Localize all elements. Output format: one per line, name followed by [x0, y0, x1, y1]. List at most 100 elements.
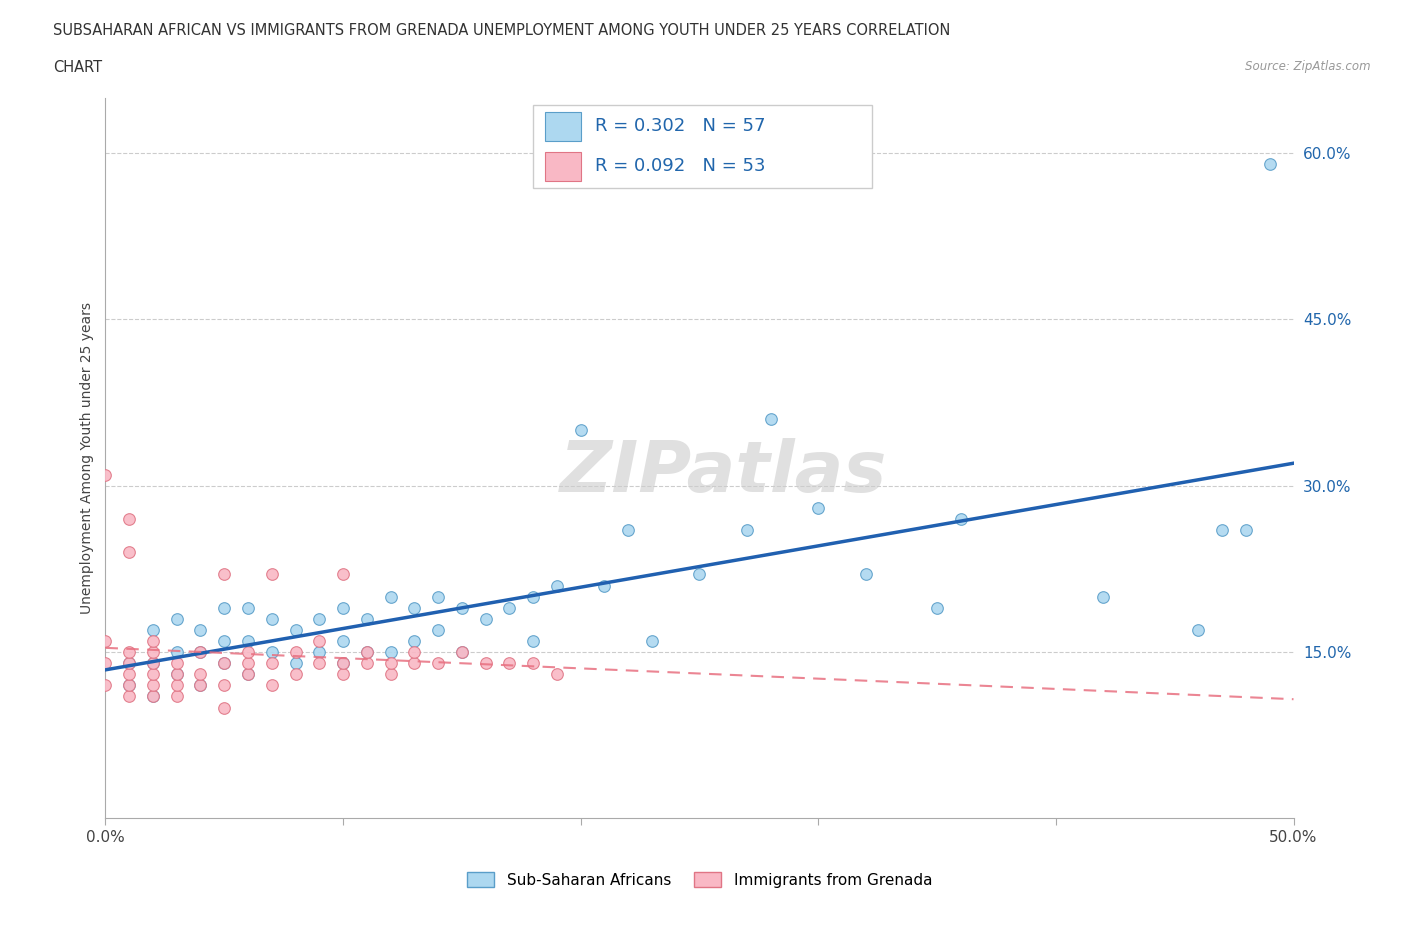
Point [94, 678, 117, 693]
Point [142, 656, 165, 671]
Point [190, 667, 212, 682]
Point [166, 667, 188, 682]
Bar [546, 152, 581, 180]
Point [450, 644, 472, 659]
Point [118, 512, 141, 526]
Point [284, 667, 307, 682]
FancyBboxPatch shape [533, 105, 872, 188]
Point [284, 656, 307, 671]
Text: SUBSAHARAN AFRICAN VS IMMIGRANTS FROM GRENADA UNEMPLOYMENT AMONG YOUTH UNDER 25 : SUBSAHARAN AFRICAN VS IMMIGRANTS FROM GR… [53, 23, 950, 38]
Point [236, 633, 259, 648]
Point [404, 644, 426, 659]
Point [166, 644, 188, 659]
Point [166, 689, 188, 704]
Point [260, 678, 283, 693]
Point [142, 622, 165, 637]
Point [166, 678, 188, 693]
Point [855, 567, 877, 582]
Point [522, 656, 544, 671]
Point [546, 667, 568, 682]
Point [308, 656, 330, 671]
Point [1187, 622, 1209, 637]
Point [356, 644, 378, 659]
Point [190, 678, 212, 693]
Point [190, 678, 212, 693]
Point [214, 678, 236, 693]
Point [759, 412, 782, 427]
Point [190, 644, 212, 659]
Point [118, 689, 141, 704]
Point [118, 678, 141, 693]
Point [474, 656, 496, 671]
Point [94, 633, 117, 648]
Point [332, 633, 354, 648]
Point [142, 667, 165, 682]
Text: R = 0.092   N = 53: R = 0.092 N = 53 [595, 157, 765, 175]
Point [236, 656, 259, 671]
Point [142, 644, 165, 659]
Point [260, 611, 283, 626]
Point [380, 667, 402, 682]
Point [1092, 590, 1115, 604]
Point [214, 700, 236, 715]
Point [356, 644, 378, 659]
Point [404, 656, 426, 671]
Point [332, 667, 354, 682]
Point [118, 644, 141, 659]
Text: Source: ZipAtlas.com: Source: ZipAtlas.com [1246, 60, 1371, 73]
Point [236, 667, 259, 682]
Point [498, 656, 520, 671]
Point [949, 512, 972, 526]
Point [214, 567, 236, 582]
Point [118, 656, 141, 671]
Point [546, 578, 568, 593]
Point [260, 567, 283, 582]
Point [94, 467, 117, 482]
Point [522, 633, 544, 648]
Point [142, 689, 165, 704]
Point [308, 633, 330, 648]
Point [427, 656, 450, 671]
Point [807, 500, 830, 515]
Point [260, 656, 283, 671]
Point [641, 633, 664, 648]
Point [474, 611, 496, 626]
Point [118, 667, 141, 682]
Point [190, 644, 212, 659]
Point [118, 656, 141, 671]
Point [142, 656, 165, 671]
Point [214, 600, 236, 615]
Point [166, 611, 188, 626]
Point [735, 523, 758, 538]
Point [332, 600, 354, 615]
Point [925, 600, 948, 615]
Text: R = 0.302   N = 57: R = 0.302 N = 57 [595, 117, 765, 136]
Point [166, 656, 188, 671]
Point [593, 578, 616, 593]
Point [236, 667, 259, 682]
Point [284, 622, 307, 637]
Point [1211, 523, 1233, 538]
Legend: Sub-Saharan Africans, Immigrants from Grenada: Sub-Saharan Africans, Immigrants from Gr… [461, 866, 938, 894]
Point [1258, 157, 1281, 172]
Point [404, 633, 426, 648]
Point [214, 633, 236, 648]
Point [166, 667, 188, 682]
Point [332, 656, 354, 671]
Point [380, 590, 402, 604]
Point [498, 600, 520, 615]
Point [142, 633, 165, 648]
Bar [546, 113, 581, 141]
Point [522, 590, 544, 604]
Point [332, 656, 354, 671]
Point [450, 644, 472, 659]
Point [236, 600, 259, 615]
Point [308, 611, 330, 626]
Point [214, 656, 236, 671]
Point [308, 644, 330, 659]
Text: ZIPatlas: ZIPatlas [560, 438, 887, 507]
Point [260, 644, 283, 659]
Point [1234, 523, 1257, 538]
Point [142, 678, 165, 693]
Point [427, 622, 450, 637]
